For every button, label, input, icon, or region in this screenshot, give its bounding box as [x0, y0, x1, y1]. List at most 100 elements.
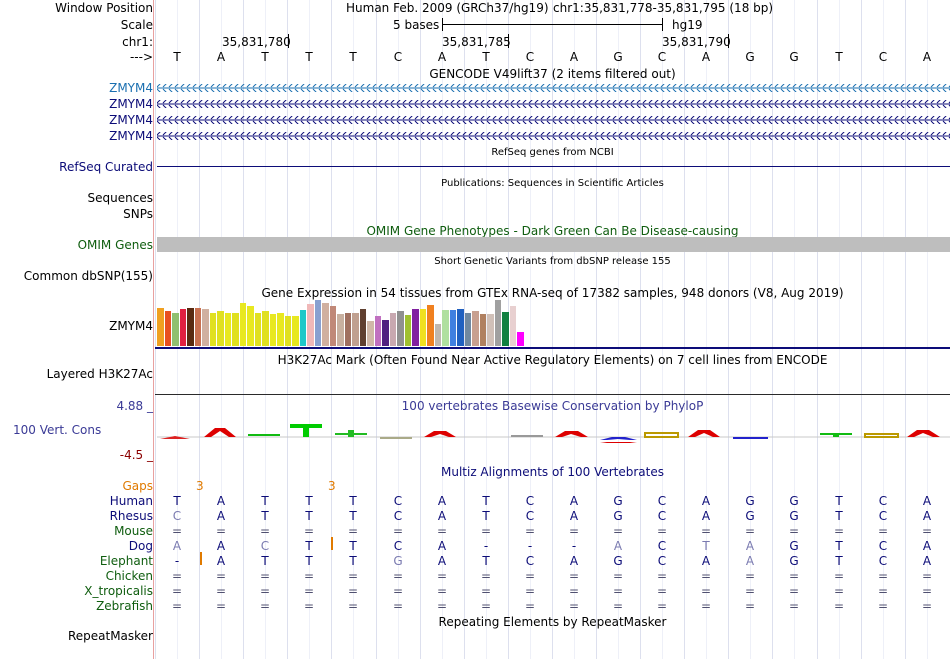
species-label[interactable]: Elephant: [99, 554, 153, 568]
gtex-tissue-bar[interactable]: [494, 300, 501, 346]
gtex-tissue-bar[interactable]: [172, 313, 179, 346]
gtex-tissue-bar[interactable]: [472, 311, 479, 346]
gtex-tissue-bar[interactable]: [367, 321, 374, 346]
gtex-tissue-bar[interactable]: [284, 316, 291, 346]
gtex-tissue-bar[interactable]: [307, 304, 314, 346]
omim-label[interactable]: OMIM Genes: [77, 238, 153, 252]
species-label[interactable]: Rhesus: [109, 509, 153, 523]
dbsnp-label[interactable]: Common dbSNP(155): [23, 269, 153, 283]
position-readout[interactable]: chr1:35,831,778-35,831,795 (18 bp): [553, 1, 774, 15]
gtex-tissue-bar[interactable]: [262, 311, 269, 346]
alignment-base: =: [700, 524, 712, 538]
gencode-item-3[interactable]: ZMYM4: [109, 113, 153, 127]
gtex-tissue-bar[interactable]: [292, 316, 299, 346]
alignment-base: =: [612, 599, 624, 613]
gtex-tissue-bar[interactable]: [397, 311, 404, 346]
repeatmasker-label[interactable]: RepeatMasker: [67, 629, 153, 643]
base-letter: T: [835, 50, 843, 64]
gtex-tissue-bar[interactable]: [194, 308, 201, 346]
base-letter: T: [482, 50, 490, 64]
alignment-base: C: [525, 494, 535, 508]
gtex-tissue-bar[interactable]: [442, 310, 449, 346]
alignment-base: =: [171, 524, 183, 538]
gtex-tissue-bar[interactable]: [217, 311, 224, 346]
species-label[interactable]: Human: [109, 494, 153, 508]
alignment-base: =: [700, 599, 712, 613]
gtex-tissue-bar[interactable]: [254, 313, 261, 346]
gtex-tissue-bar[interactable]: [412, 309, 419, 346]
alignment-base: =: [303, 569, 315, 583]
gtex-gene-label[interactable]: ZMYM4: [109, 319, 153, 333]
gtex-tissue-bar[interactable]: [434, 324, 441, 346]
gtex-tissue-bar[interactable]: [487, 314, 494, 346]
gtex-tissue-bar[interactable]: [299, 310, 306, 346]
gtex-tissue-bar[interactable]: [479, 314, 486, 346]
gtex-tissue-bar[interactable]: [517, 332, 524, 346]
gtex-tissue-bar[interactable]: [352, 313, 359, 346]
gencode-item-2[interactable]: ZMYM4: [109, 97, 153, 111]
alignment-base: C: [657, 539, 667, 553]
refseq-gene-line[interactable]: [157, 166, 950, 167]
h3k27ac-label[interactable]: Layered H3K27Ac: [46, 367, 153, 381]
alignment-base: =: [612, 584, 624, 598]
gtex-tissue-bar[interactable]: [179, 309, 186, 346]
gtex-tissue-bar[interactable]: [277, 313, 284, 346]
gtex-tissue-bar[interactable]: [202, 309, 209, 346]
gtex-tissue-bar[interactable]: [239, 303, 246, 346]
gtex-tissue-bar[interactable]: [232, 313, 239, 346]
gtex-tissue-bar[interactable]: [389, 313, 396, 346]
alignment-base: =: [788, 569, 800, 583]
species-label[interactable]: Dog: [128, 539, 153, 553]
species-label[interactable]: Mouse: [114, 524, 153, 538]
alignment-base: A: [437, 539, 447, 553]
refseq-label[interactable]: RefSeq Curated: [59, 160, 153, 174]
gtex-tissue-bar[interactable]: [187, 308, 194, 346]
species-label[interactable]: Chicken: [105, 569, 153, 583]
alignment-base: =: [392, 569, 404, 583]
gtex-tissue-bar[interactable]: [329, 306, 336, 346]
gtex-tissue-bar[interactable]: [322, 303, 329, 346]
gtex-tissue-bar[interactable]: [419, 309, 426, 346]
omim-gene-bar[interactable]: [157, 237, 950, 252]
gtex-tissue-bar[interactable]: [344, 313, 351, 346]
gencode-item-4[interactable]: ZMYM4: [109, 129, 153, 143]
gtex-tissue-bar[interactable]: [224, 313, 231, 346]
alignment-base: =: [303, 584, 315, 598]
gtex-tissue-bar[interactable]: [502, 312, 509, 346]
gtex-tissue-bar[interactable]: [359, 309, 366, 346]
gtex-tissue-bar[interactable]: [457, 309, 464, 346]
alignment-base: C: [393, 509, 403, 523]
publications-label[interactable]: Sequences: [87, 191, 153, 205]
species-label[interactable]: X_tropicalis: [84, 584, 153, 598]
gencode-item-1[interactable]: ZMYM4: [109, 81, 153, 95]
gtex-tissue-bar[interactable]: [269, 314, 276, 346]
alignment-base: A: [437, 509, 447, 523]
gtex-tissue-bar[interactable]: [404, 315, 411, 346]
gtex-tissue-bar[interactable]: [209, 313, 216, 346]
cons-letter-14: [733, 437, 768, 439]
gtex-tissue-bar[interactable]: [374, 316, 381, 346]
alignment-base: T: [482, 554, 490, 568]
cons-letter-16: [864, 433, 899, 438]
alignment-base: =: [392, 584, 404, 598]
gtex-tissue-bar[interactable]: [157, 308, 164, 346]
cons-label[interactable]: 100 Vert. Cons: [13, 423, 102, 437]
gtex-tissue-bar[interactable]: [337, 314, 344, 346]
alignment-base: =: [215, 569, 227, 583]
gtex-expression-bars[interactable]: [157, 300, 537, 346]
snps-label[interactable]: SNPs: [123, 207, 153, 221]
gtex-tissue-bar[interactable]: [509, 306, 516, 346]
gtex-tissue-bar[interactable]: [382, 320, 389, 346]
gtex-tissue-bar[interactable]: [314, 300, 321, 346]
gtex-tissue-bar[interactable]: [464, 313, 471, 346]
alignment-base: T: [835, 554, 843, 568]
gtex-tissue-bar[interactable]: [164, 311, 171, 346]
alignment-base: A: [745, 554, 755, 568]
gtex-tissue-bar[interactable]: [427, 305, 434, 346]
gtex-tissue-bar[interactable]: [247, 306, 254, 346]
gtex-tissue-bar[interactable]: [449, 310, 456, 346]
grid-line: [684, 0, 685, 659]
species-label[interactable]: Zebrafish: [96, 599, 153, 613]
